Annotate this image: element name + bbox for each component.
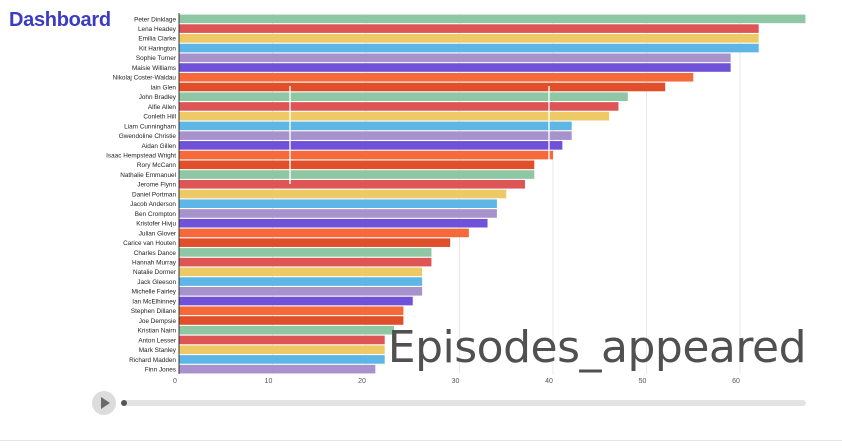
bar bbox=[179, 53, 731, 63]
category-label: Iain Glen bbox=[150, 84, 176, 91]
bar bbox=[179, 316, 404, 325]
category-label: Kristofer Hivju bbox=[136, 221, 176, 228]
category-label: Nikolaj Coster-Waldau bbox=[113, 75, 177, 82]
timeline-player bbox=[92, 391, 808, 415]
timeline-slider-thumb[interactable] bbox=[121, 400, 127, 406]
timeline-slider[interactable] bbox=[122, 400, 806, 406]
category-label: Sophie Turner bbox=[136, 55, 177, 62]
bar bbox=[179, 170, 535, 179]
bar bbox=[179, 199, 497, 209]
bar bbox=[179, 102, 619, 111]
divider bbox=[0, 440, 842, 441]
bar bbox=[179, 296, 413, 306]
x-tick-label: 20 bbox=[358, 378, 366, 385]
x-tick-label: 60 bbox=[732, 378, 740, 385]
category-label: Nathalie Emmanuel bbox=[120, 172, 176, 179]
category-label: John Bradley bbox=[139, 94, 177, 101]
x-tick-label: 30 bbox=[452, 378, 460, 385]
category-label: Gwendoline Christie bbox=[119, 133, 177, 140]
category-label: Rory McCann bbox=[137, 162, 177, 169]
category-label: Jacob Anderson bbox=[130, 201, 176, 208]
bar bbox=[179, 24, 759, 33]
bar bbox=[179, 72, 694, 82]
category-label: Peter Dinklage bbox=[134, 16, 176, 23]
x-tick-label: 0 bbox=[173, 378, 177, 385]
bar bbox=[179, 43, 759, 53]
category-label: Liam Cunningham bbox=[124, 123, 176, 130]
play-button[interactable] bbox=[92, 391, 116, 415]
category-label: Aidan Gillen bbox=[142, 143, 177, 150]
category-label: Jerome Flynn bbox=[137, 182, 176, 189]
bar bbox=[179, 131, 572, 140]
bar bbox=[179, 325, 395, 335]
episodes-appeared-label: Episodes_appeared bbox=[387, 322, 807, 373]
category-label: Hannah Murray bbox=[132, 260, 177, 267]
x-tick-label: 40 bbox=[545, 378, 553, 385]
category-label: Stephen Dillane bbox=[131, 308, 177, 315]
bar bbox=[179, 345, 385, 354]
category-label: Maisie Williams bbox=[132, 65, 176, 72]
bar bbox=[179, 160, 535, 170]
category-label: Natalie Dormer bbox=[133, 269, 177, 276]
play-icon bbox=[101, 397, 110, 409]
category-label: Isaac Hempstead Wright bbox=[106, 152, 176, 159]
bar bbox=[179, 63, 731, 72]
bar bbox=[179, 179, 525, 189]
category-label: Emilia Clarke bbox=[138, 36, 176, 43]
bar bbox=[179, 82, 666, 92]
bar bbox=[179, 34, 759, 43]
category-label: Julian Glover bbox=[139, 230, 177, 237]
category-label: Anton Lesser bbox=[138, 337, 177, 344]
category-label: Richard Madden bbox=[129, 357, 176, 364]
x-tick-label: 50 bbox=[639, 378, 647, 385]
bar bbox=[179, 355, 385, 364]
category-label: Joe Dempsie bbox=[139, 318, 177, 325]
bar bbox=[179, 228, 469, 238]
bar bbox=[179, 306, 404, 316]
bar bbox=[179, 257, 432, 267]
bar bbox=[179, 277, 423, 286]
bar bbox=[179, 238, 451, 247]
bar bbox=[179, 92, 628, 102]
category-label: Kit Harington bbox=[139, 45, 176, 52]
category-label: Lena Headey bbox=[138, 26, 177, 33]
category-label: Ian McElhinney bbox=[132, 298, 176, 305]
category-label: Conleth Hill bbox=[143, 114, 176, 121]
bar bbox=[179, 335, 385, 345]
bar bbox=[179, 111, 610, 121]
category-label: Michelle Fairley bbox=[132, 289, 177, 296]
bar bbox=[179, 287, 423, 296]
category-label: Daniel Portman bbox=[132, 191, 176, 198]
category-label: Jack Gleeson bbox=[137, 279, 176, 286]
bar bbox=[179, 209, 497, 218]
bar bbox=[179, 267, 423, 277]
bar bbox=[179, 248, 432, 257]
category-label: Ben Crompton bbox=[135, 211, 177, 218]
bar bbox=[179, 150, 553, 160]
bar bbox=[179, 141, 563, 150]
bar bbox=[179, 218, 488, 228]
category-label: Kristian Nairn bbox=[138, 328, 177, 335]
x-tick-label: 10 bbox=[265, 378, 273, 385]
category-label: Alfie Allen bbox=[148, 104, 177, 111]
category-label: Mark Stanley bbox=[139, 347, 177, 354]
category-label: Finn Jones bbox=[145, 367, 176, 374]
bar bbox=[179, 364, 376, 374]
category-label: Charles Dance bbox=[134, 250, 177, 257]
bar bbox=[179, 121, 572, 131]
bar bbox=[179, 14, 806, 24]
dashboard-title: Dashboard bbox=[9, 9, 111, 31]
category-label: Carice van Houten bbox=[123, 240, 176, 247]
bar bbox=[179, 189, 507, 199]
